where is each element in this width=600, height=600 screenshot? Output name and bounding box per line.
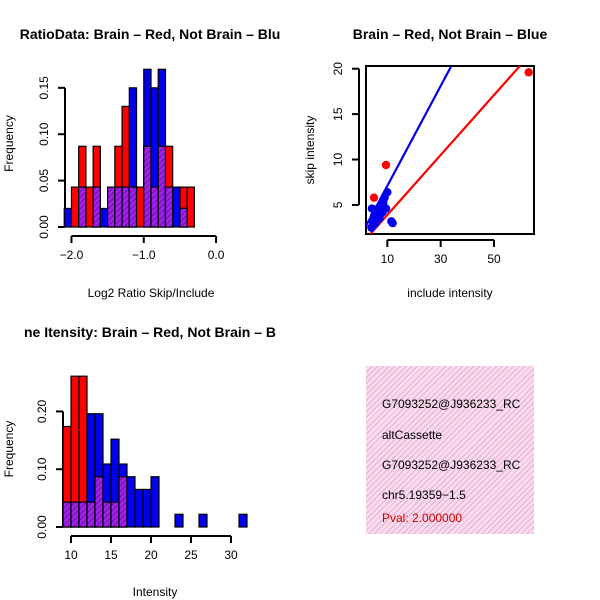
info-panel: G7093252@J936233_RC altCassette G7093252… [366, 366, 534, 534]
scatter-point-brain [381, 160, 391, 170]
scatter-plot-box [365, 65, 535, 235]
intensity-hist-title: ne Itensity: Brain – Red, Not Brain – B [24, 324, 276, 340]
intensity-hist-x-tick-label: 25 [184, 548, 198, 562]
intensity-hist-x-tick-label: 10 [64, 548, 78, 562]
intensity-hist-bar-overlap [86, 501, 96, 528]
scatter-point-not-brain [383, 188, 392, 197]
intensity-hist-y-tick-label: 0.10 [35, 457, 49, 481]
intensity-hist-y-label: Frequency [2, 421, 16, 478]
intensity-hist-x-label: Intensity [133, 585, 178, 599]
scatter-y-tick-label: 15 [331, 107, 345, 121]
intensity-hist-y-tick-label: 0.20 [35, 399, 49, 423]
scatter-y-tick-label: 20 [331, 62, 345, 76]
scatter-point-not-brain [388, 218, 397, 228]
intensity-hist-bar-not-brain [174, 513, 184, 528]
scatter-plot-area [366, 66, 533, 234]
scatter-x-tick-label: 30 [434, 252, 448, 266]
scatter-y-tick-label: 10 [331, 153, 345, 167]
ratio-hist-title: RatioData: Brain – Red, Not Brain – Blu [20, 26, 281, 42]
ratio-hist-x-tick-label: 0.0 [208, 248, 225, 262]
intensity-hist-bar-overlap [118, 476, 128, 528]
ratio-hist-x-label: Log2 Ratio Skip/Include [88, 286, 215, 300]
ratio-hist-x-tick-label: −1.0 [132, 248, 156, 262]
intensity-hist-bar-overlap [70, 501, 80, 528]
intensity-hist-bar-overlap [102, 501, 112, 528]
info-probe-id-2: G7093252@J936233_RC [382, 458, 521, 472]
ratio-hist-bar-brain [186, 186, 195, 228]
ratio-hist-y-tick-label: 0.05 [37, 169, 51, 193]
scatter-fit-line-not-brain [366, 66, 453, 227]
info-probe-id: G7093252@J936233_RC [382, 397, 521, 411]
scatter-fit-line-brain [368, 66, 522, 234]
scatter-point-not-brain [370, 219, 379, 229]
info-location: chr5.19359−1.5 [382, 488, 466, 502]
scatter-x-tick-label: 10 [381, 252, 395, 266]
intensity-hist-bar-not-brain [134, 488, 144, 528]
intensity-hist-bar-overlap [110, 501, 120, 528]
scatter-y-tick-label: 5 [331, 201, 345, 208]
ratio-hist-y-tick-label: 0.10 [37, 122, 51, 146]
scatter-y-label: skip intensity [303, 116, 317, 185]
intensity-hist-bar-overlap [78, 501, 88, 528]
intensity-hist-x-tick-label: 20 [144, 548, 158, 562]
scatter-title: Brain – Red, Not Brain – Blue [353, 26, 548, 42]
intensity-hist-bar-not-brain [198, 513, 208, 528]
intensity-hist-x-tick-label: 30 [224, 548, 238, 562]
scatter-point-not-brain [378, 208, 387, 217]
ratio-hist-y-label: Frequency [2, 115, 16, 172]
scatter-x-tick-label: 50 [487, 252, 501, 266]
intensity-hist-bar-not-brain [126, 476, 136, 528]
intensity-hist-x-tick-label: 15 [104, 548, 118, 562]
intensity-hist-bar-not-brain [150, 476, 160, 528]
info-pval: Pval: 2.000000 [382, 511, 463, 525]
scatter-point-not-brain [367, 204, 377, 213]
intensity-hist-bar-overlap [94, 476, 104, 528]
ratio-hist-bar-overlap [92, 186, 101, 228]
scatter-point-brain [369, 193, 379, 202]
scatter-x-label: include intensity [407, 286, 492, 300]
info-event-type: altCassette [382, 428, 443, 442]
ratio-hist-y-tick-label: 0.00 [37, 215, 51, 239]
intensity-hist-bar-not-brain [238, 513, 248, 528]
ratio-hist-y-tick-label: 0.15 [37, 76, 51, 100]
scatter-point-brain [524, 68, 533, 77]
intensity-hist-y-tick-label: 0.00 [35, 515, 49, 539]
intensity-hist-bar-not-brain [142, 488, 152, 528]
intensity-hist-bar-overlap [62, 501, 72, 528]
ratio-hist-x-tick-label: −2.0 [60, 248, 84, 262]
